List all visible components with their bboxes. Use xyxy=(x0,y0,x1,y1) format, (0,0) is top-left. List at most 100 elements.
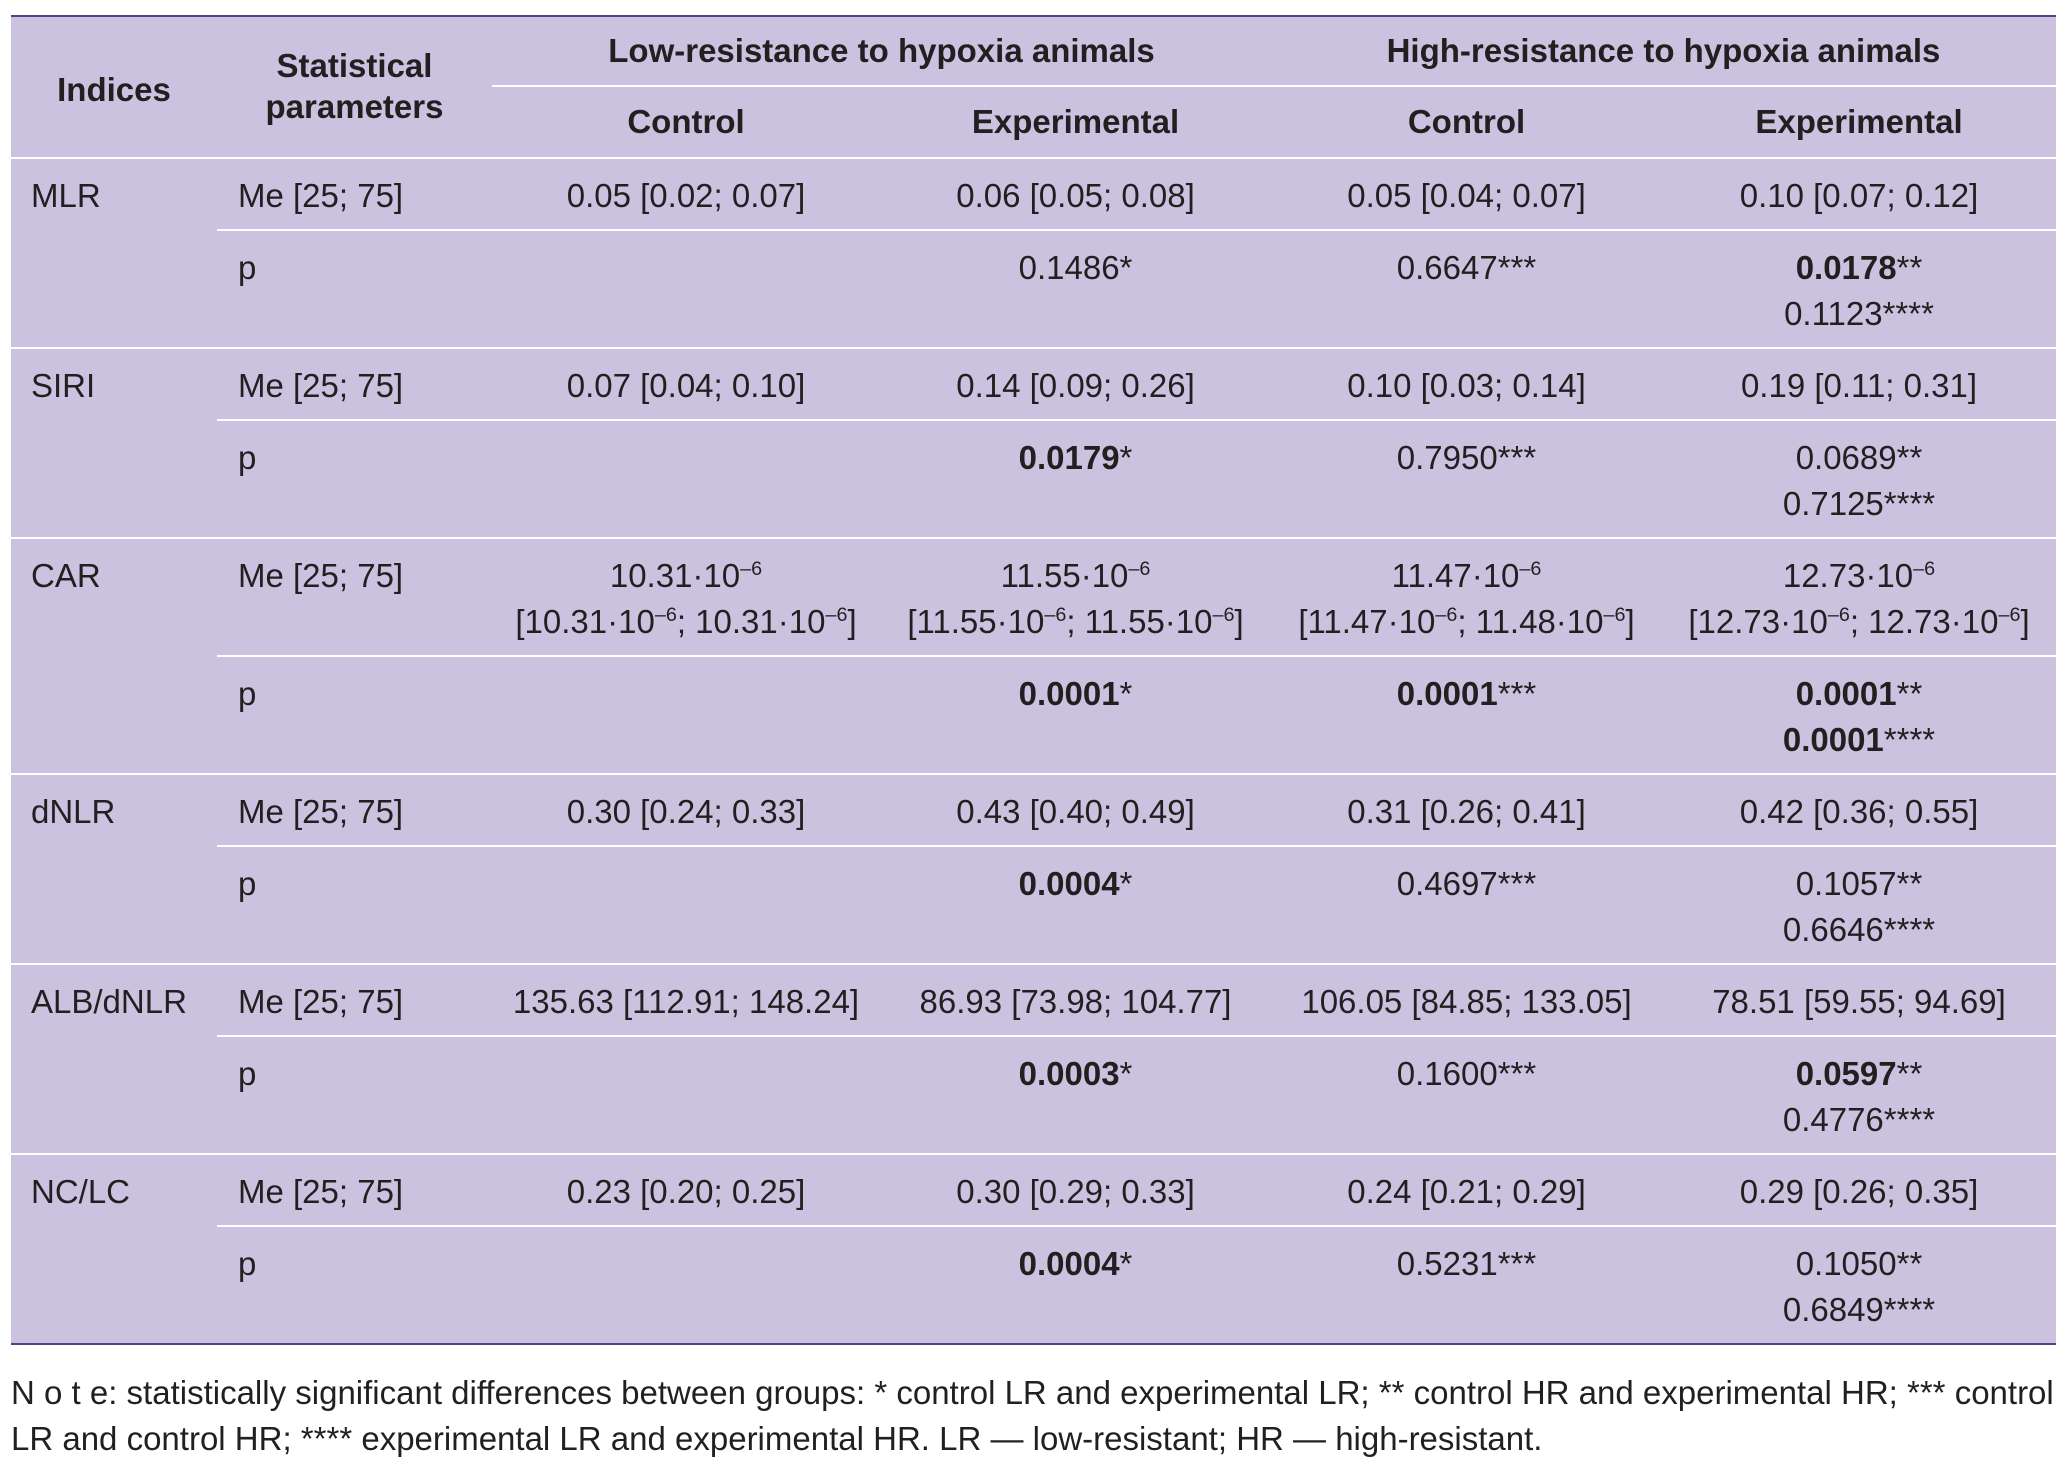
significance-mark: *** xyxy=(1497,249,1537,286)
significance-mark: * xyxy=(1119,439,1133,476)
cell-lr-control: 135.63 [112.91; 148.24] xyxy=(492,963,880,1036)
quartile-high: ; 11.48·10 xyxy=(1457,603,1604,640)
p-value: 0.6647*** xyxy=(1397,249,1536,286)
median-line: 11.47·10–6 xyxy=(1271,553,1662,599)
param-label: p xyxy=(217,845,492,964)
significance-mark: * xyxy=(1119,1055,1133,1092)
table-container: Indices Statistical parameters Low-resis… xyxy=(11,15,2056,1345)
param-label: p xyxy=(217,419,492,538)
note-label: N o t e xyxy=(11,1374,109,1411)
p-value-number: 0.7125 xyxy=(1782,485,1884,522)
p-value: 0.0001** xyxy=(1662,671,2056,717)
quartile-line: [11.55·10–6; 11.55·10–6] xyxy=(880,599,1271,645)
p-value: 0.0689** xyxy=(1662,435,2056,481)
header-lr-control: Control xyxy=(492,85,880,158)
cell-empty xyxy=(492,229,880,348)
p-value-number: 0.6646 xyxy=(1782,911,1884,948)
header-low-resistance-group: Low-resistance to hypoxia animals xyxy=(608,32,1155,70)
p-value: 0.7125**** xyxy=(1662,481,2056,527)
significance-mark: **** xyxy=(1882,295,1934,332)
p-value-number: 0.5231 xyxy=(1396,1245,1498,1282)
table-row: p 0.0004* 0.5231*** 0.1050** 0.6849**** xyxy=(11,1225,2056,1344)
cell-empty xyxy=(492,1035,880,1154)
p-value: 0.1486* xyxy=(1019,249,1133,286)
cell-lr-experimental: 0.30 [0.29; 0.33] xyxy=(880,1153,1271,1226)
p-value-number: 0.6849 xyxy=(1782,1291,1884,1328)
cell-p-hr-experimental: 0.1057** 0.6646**** xyxy=(1662,845,2056,964)
cell-p-hr-experimental: 0.0001** 0.0001**** xyxy=(1662,655,2056,774)
p-value-number: 0.1050 xyxy=(1795,1245,1897,1282)
quartile-high: ; 12.73·10 xyxy=(1849,603,1999,640)
param-label: p xyxy=(217,1035,492,1154)
p-value: 0.0001*** xyxy=(1397,675,1536,712)
significance-mark: **** xyxy=(1883,1101,1936,1138)
table-row: MLR Me [25; 75] 0.05 [0.02; 0.07] 0.06 [… xyxy=(11,157,2056,348)
exponent: –6 xyxy=(1435,604,1458,626)
p-value: 0.0003* xyxy=(1019,1055,1133,1092)
exponent: –6 xyxy=(1128,558,1151,580)
p-value-number: 0.1057 xyxy=(1795,865,1897,902)
cell-hr-experimental: 0.42 [0.36; 0.55] xyxy=(1662,773,2056,846)
table-note: N o t e: statistically significant diffe… xyxy=(11,1370,2061,1462)
significance-mark: ** xyxy=(1896,675,1923,712)
p-value-number: 0.0001 xyxy=(1795,675,1897,712)
header-lr-experimental: Experimental xyxy=(880,85,1271,158)
header-row-groups: Indices Statistical parameters Low-resis… xyxy=(11,16,2056,125)
cell-lr-experimental: 0.06 [0.05; 0.08] xyxy=(880,157,1271,230)
exponent: –6 xyxy=(1998,604,2021,626)
cell-empty xyxy=(492,655,880,774)
p-value-number: 0.1123 xyxy=(1784,295,1883,332)
header-row-subgroups: Control Experimental Control Experimenta… xyxy=(11,85,2056,158)
median-line: 11.55·10–6 xyxy=(880,553,1271,599)
p-value: 0.0001**** xyxy=(1662,717,2056,763)
note-text: : statistically significant differences … xyxy=(11,1374,2054,1457)
param-label: Me [25; 75] xyxy=(217,347,492,420)
param-label: Me [25; 75] xyxy=(217,773,492,846)
index-name: ALB/dNLR xyxy=(11,963,217,1154)
cell-lr-control: 0.07 [0.04; 0.10] xyxy=(492,347,880,420)
significance-mark: * xyxy=(1119,1245,1133,1282)
p-value-number: 0.0179 xyxy=(1018,439,1120,476)
cell-p-hr-control: 0.1600*** xyxy=(1271,1035,1662,1154)
significance-mark: *** xyxy=(1497,1055,1537,1092)
header-hr-experimental: Experimental xyxy=(1662,85,2056,158)
exponent: –6 xyxy=(1212,604,1235,626)
p-value: 0.4776**** xyxy=(1662,1097,2056,1143)
p-value-number: 0.4697 xyxy=(1396,865,1498,902)
median-value: 11.47·10 xyxy=(1391,557,1520,594)
p-value-number: 0.4776 xyxy=(1782,1101,1884,1138)
cell-lr-control: 0.23 [0.20; 0.25] xyxy=(492,1153,880,1226)
cell-p-hr-control: 0.0001*** xyxy=(1271,655,1662,774)
median-value: 11.55·10 xyxy=(1000,557,1129,594)
quartile-line: [10.31·10–6; 10.31·10–6] xyxy=(492,599,880,645)
p-value: 0.6849**** xyxy=(1662,1287,2056,1333)
table-row: SIRI Me [25; 75] 0.07 [0.04; 0.10] 0.14 … xyxy=(11,347,2056,538)
table-row: p 0.0179* 0.7950*** 0.0689** 0.7125**** xyxy=(11,419,2056,538)
quartile-low: [10.31·10 xyxy=(515,603,655,640)
significance-mark: ** xyxy=(1896,249,1923,286)
cell-p-hr-experimental: 0.0597** 0.4776**** xyxy=(1662,1035,2056,1154)
cell-lr-experimental: 0.14 [0.09; 0.26] xyxy=(880,347,1271,420)
exponent: –6 xyxy=(825,604,848,626)
cell-p-hr-experimental: 0.0178** 0.1123**** xyxy=(1662,229,2056,348)
p-value: 0.0179* xyxy=(1019,439,1133,476)
p-value: 0.0004* xyxy=(1019,865,1133,902)
index-name: CAR xyxy=(11,537,217,774)
p-value-number: 0.0004 xyxy=(1018,1245,1120,1282)
cell-empty xyxy=(492,419,880,538)
cell-p-lr-experimental: 0.0003* xyxy=(880,1035,1271,1154)
significance-mark: *** xyxy=(1497,439,1537,476)
param-label: Me [25; 75] xyxy=(217,963,492,1036)
p-value-number: 0.0003 xyxy=(1018,1055,1120,1092)
p-value: 0.5231*** xyxy=(1397,1245,1536,1282)
cell-p-hr-control: 0.6647*** xyxy=(1271,229,1662,348)
p-value-number: 0.7950 xyxy=(1396,439,1498,476)
cell-hr-experimental: 0.29 [0.26; 0.35] xyxy=(1662,1153,2056,1226)
table-row: p 0.1486* 0.6647*** 0.0178** 0.1123**** xyxy=(11,229,2056,348)
p-value: 0.7950*** xyxy=(1397,439,1536,476)
quartile-low: [11.55·10 xyxy=(907,603,1045,640)
median-value: 10.31·10 xyxy=(609,557,741,594)
cell-lr-control: 0.05 [0.02; 0.07] xyxy=(492,157,880,230)
p-value: 0.4697*** xyxy=(1397,865,1536,902)
statistics-table: Indices Statistical parameters Low-resis… xyxy=(11,15,2056,1345)
